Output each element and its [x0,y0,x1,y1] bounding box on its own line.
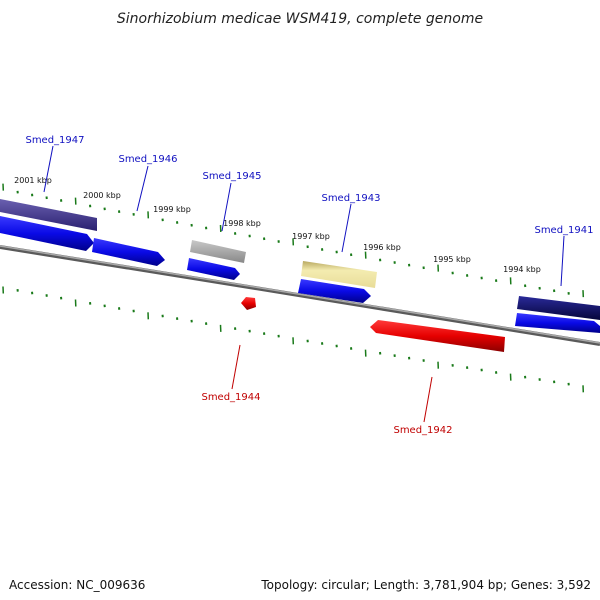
gene-label-smed-1946[interactable]: Smed_1946 [118,154,177,165]
outer-scale-ticks [2,183,585,298]
genome-summary-text: Topology: circular; Length: 3,781,904 bp… [261,578,591,592]
cds-smed-1946[interactable] [92,238,165,266]
scale-tick-labels: 2001 kbp 2000 kbp 1999 kbp 1998 kbp 1997 kbp… [14,176,541,274]
leader-smed-1943 [341,203,352,253]
gene-label-smed-1941[interactable]: Smed_1941 [534,225,593,236]
scale-tick-label: 1995 kbp [433,255,471,264]
forward-cds-track [0,216,600,333]
gene-label-smed-1944[interactable]: Smed_1944 [201,392,260,403]
gene-label-smed-1947[interactable]: Smed_1947 [25,135,84,146]
gene-feature-smed-1941[interactable] [517,296,600,320]
leader-smed-1947 [43,145,54,193]
gene-feature-smed-1945[interactable] [190,240,246,263]
scale-tick-label: 2001 kbp [14,176,52,185]
gene-feature-smed-1947[interactable] [0,199,97,231]
scale-tick-label: 1998 kbp [223,219,261,228]
leader-smed-1946 [136,165,149,212]
scale-tick-label: 1999 kbp [153,205,191,214]
cds-smed-1947[interactable] [0,216,94,251]
label-leaders [43,145,565,423]
accession-text: Accession: NC_009636 [9,578,146,592]
map-title: Sinorhizobium medicae WSM419, complete g… [117,11,483,27]
inner-scale-ticks [2,286,585,393]
genome-backbone-highlight [0,245,600,344]
genome-backbone [0,245,600,346]
gene-labels: Smed_1947 Smed_1946 Smed_1945 Smed_1944 … [25,135,593,436]
cds-smed-1942[interactable] [370,320,505,352]
scale-tick-label: 1996 kbp [363,243,401,252]
scale-tick-label: 2000 kbp [83,191,121,200]
gene-label-smed-1943[interactable]: Smed_1943 [321,193,380,204]
reverse-cds-track [241,297,505,352]
gene-feature-smed-1943[interactable] [301,261,377,288]
scale-tick-label: 1997 kbp [292,232,330,241]
cds-smed-1943[interactable] [298,279,371,303]
cds-smed-1945[interactable] [187,258,240,280]
gene-label-smed-1945[interactable]: Smed_1945 [202,171,261,182]
leader-smed-1944 [231,344,241,390]
cds-smed-1944[interactable] [241,297,256,310]
cds-smed-1941[interactable] [515,313,600,333]
gene-label-smed-1942[interactable]: Smed_1942 [393,425,452,436]
feature-track [0,199,600,320]
leader-smed-1942 [423,376,433,423]
leader-smed-1941 [560,235,565,287]
scale-tick-label: 1994 kbp [503,265,541,274]
leader-smed-1945 [221,182,232,232]
